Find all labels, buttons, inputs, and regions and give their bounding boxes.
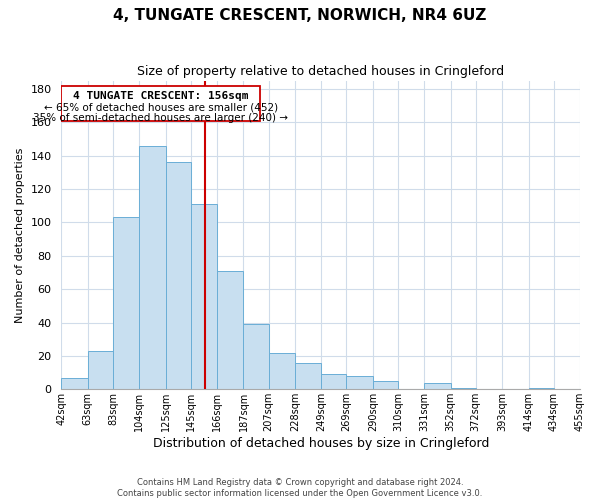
Bar <box>451 388 476 390</box>
Bar <box>191 204 217 390</box>
Bar <box>269 352 295 390</box>
Bar <box>217 271 244 390</box>
Bar <box>346 376 373 390</box>
Y-axis label: Number of detached properties: Number of detached properties <box>15 147 25 322</box>
Bar <box>580 388 600 390</box>
Bar <box>166 162 191 390</box>
Bar <box>424 382 451 390</box>
FancyBboxPatch shape <box>61 86 260 120</box>
Text: 4 TUNGATE CRESCENT: 156sqm: 4 TUNGATE CRESCENT: 156sqm <box>73 92 248 102</box>
Bar <box>61 378 88 390</box>
Title: Size of property relative to detached houses in Cringleford: Size of property relative to detached ho… <box>137 65 504 78</box>
Text: Contains HM Land Registry data © Crown copyright and database right 2024.
Contai: Contains HM Land Registry data © Crown c… <box>118 478 482 498</box>
Text: ← 65% of detached houses are smaller (452): ← 65% of detached houses are smaller (45… <box>44 102 278 113</box>
Bar <box>113 218 139 390</box>
Bar <box>322 374 346 390</box>
Bar <box>295 362 322 390</box>
Bar <box>88 351 113 390</box>
Text: 4, TUNGATE CRESCENT, NORWICH, NR4 6UZ: 4, TUNGATE CRESCENT, NORWICH, NR4 6UZ <box>113 8 487 22</box>
X-axis label: Distribution of detached houses by size in Cringleford: Distribution of detached houses by size … <box>152 437 489 450</box>
Bar <box>373 381 398 390</box>
Text: 35% of semi-detached houses are larger (240) →: 35% of semi-detached houses are larger (… <box>33 113 288 123</box>
Bar <box>529 388 554 390</box>
Bar <box>244 324 269 390</box>
Bar <box>139 146 166 390</box>
